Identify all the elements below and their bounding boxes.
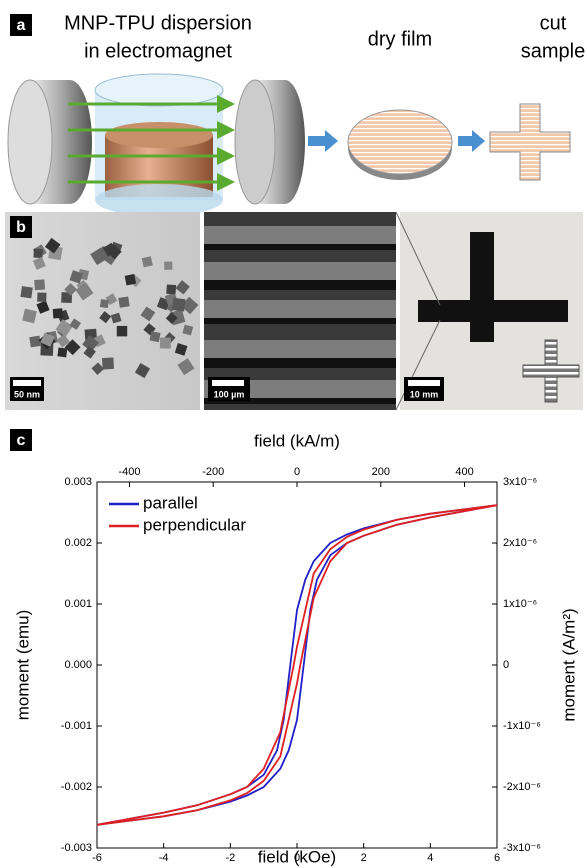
nanocube bbox=[34, 279, 45, 290]
y-axis-title: moment (emu) bbox=[13, 610, 32, 721]
x-tick-label: 0 bbox=[294, 852, 300, 864]
fiber-band bbox=[204, 340, 396, 358]
magnet-face bbox=[235, 80, 275, 204]
y-tick-label: 0.003 bbox=[64, 476, 92, 488]
x-tick-label: -2 bbox=[225, 852, 235, 864]
nanocube bbox=[37, 292, 46, 301]
scale-bar-label: 100 µm bbox=[214, 389, 245, 399]
nanocube bbox=[57, 347, 67, 357]
panel-b: b 50 nm 100 µm 10 mm bbox=[5, 212, 583, 410]
dark-band bbox=[204, 318, 396, 324]
y2-tick-label: 2x10⁻⁶ bbox=[503, 537, 537, 549]
series-line bbox=[97, 505, 497, 825]
process-arrow bbox=[458, 130, 485, 152]
beaker-top bbox=[95, 74, 223, 106]
beaker-bottom bbox=[95, 184, 223, 216]
fiber-band bbox=[204, 262, 396, 280]
y2-tick-label: -2x10⁻⁶ bbox=[503, 781, 541, 793]
panel-label: a bbox=[17, 17, 26, 34]
nanocube bbox=[125, 274, 136, 285]
x2-tick-label: -200 bbox=[202, 466, 224, 478]
dark-band bbox=[204, 358, 396, 368]
legend-label: parallel bbox=[143, 493, 198, 512]
dark-band bbox=[204, 244, 396, 250]
y-tick-label: -0.003 bbox=[61, 842, 92, 854]
nanocube bbox=[20, 286, 32, 298]
x-tick-label: -6 bbox=[92, 852, 102, 864]
x2-tick-label: -400 bbox=[118, 466, 140, 478]
nanocube bbox=[34, 249, 43, 258]
nanocube bbox=[160, 338, 171, 349]
scale-bar bbox=[408, 380, 440, 386]
x2-axis-title: field (kA/m) bbox=[254, 431, 340, 450]
y2-tick-label: 0 bbox=[503, 659, 509, 671]
magnet-face bbox=[8, 80, 52, 204]
y-tick-label: 0.001 bbox=[64, 598, 92, 610]
x2-tick-label: 200 bbox=[372, 466, 390, 478]
x-tick-label: 6 bbox=[494, 852, 500, 864]
y2-tick-label: -3x10⁻⁶ bbox=[503, 842, 541, 854]
nanocube bbox=[102, 358, 114, 370]
x-tick-label: 4 bbox=[427, 852, 433, 864]
scale-bar bbox=[212, 380, 244, 386]
y2-axis-title: moment (A/m²) bbox=[559, 608, 578, 721]
x-tick-label: 2 bbox=[361, 852, 367, 864]
figure: a MNP-TPU dispersion in electromagnet dr… bbox=[0, 0, 587, 868]
caption: in electromagnet bbox=[84, 40, 232, 62]
plot-frame bbox=[97, 482, 497, 848]
y-tick-label: -0.002 bbox=[61, 781, 92, 793]
nanocube bbox=[117, 326, 127, 336]
panel-label: c bbox=[17, 432, 26, 449]
nanocube bbox=[172, 298, 186, 312]
y-tick-label: -0.001 bbox=[61, 720, 92, 732]
y2-tick-label: 1x10⁻⁶ bbox=[503, 598, 537, 610]
scale-bar bbox=[13, 380, 41, 386]
scale-bar-label: 10 mm bbox=[410, 389, 439, 399]
nanocube bbox=[29, 336, 41, 348]
dark-band bbox=[204, 280, 396, 290]
panel-c: c field (kA/m) field (kOe) moment (emu) … bbox=[10, 429, 578, 866]
panel-a: a MNP-TPU dispersion in electromagnet dr… bbox=[8, 12, 585, 216]
cut-sample bbox=[490, 104, 570, 180]
y2-tick-label: -1x10⁻⁶ bbox=[503, 720, 541, 732]
y-tick-label: 0.002 bbox=[64, 537, 92, 549]
panel-label: b bbox=[16, 219, 26, 236]
x2-tick-label: 400 bbox=[455, 466, 473, 478]
scale-bar-label: 50 nm bbox=[14, 389, 40, 399]
nanocube bbox=[164, 262, 172, 270]
fiber-band bbox=[204, 300, 396, 318]
process-arrow bbox=[308, 130, 338, 152]
caption: cut bbox=[540, 12, 567, 34]
x2-tick-label: 0 bbox=[294, 466, 300, 478]
y-tick-label: 0.000 bbox=[64, 659, 92, 671]
film bbox=[348, 110, 452, 174]
series-line bbox=[97, 505, 497, 825]
nanocube bbox=[166, 284, 176, 294]
caption: dry film bbox=[368, 28, 432, 50]
nanocube bbox=[150, 331, 161, 342]
caption: MNP-TPU dispersion bbox=[64, 12, 252, 34]
nanocube bbox=[118, 296, 129, 307]
dispersion-top bbox=[105, 122, 213, 148]
x-tick-label: -4 bbox=[159, 852, 169, 864]
nanocube bbox=[100, 299, 109, 308]
fiber-band bbox=[204, 226, 396, 244]
nanocube bbox=[53, 308, 63, 318]
legend-label: perpendicular bbox=[143, 515, 246, 534]
caption: sample bbox=[521, 40, 585, 62]
y2-tick-label: 3x10⁻⁶ bbox=[503, 476, 537, 488]
